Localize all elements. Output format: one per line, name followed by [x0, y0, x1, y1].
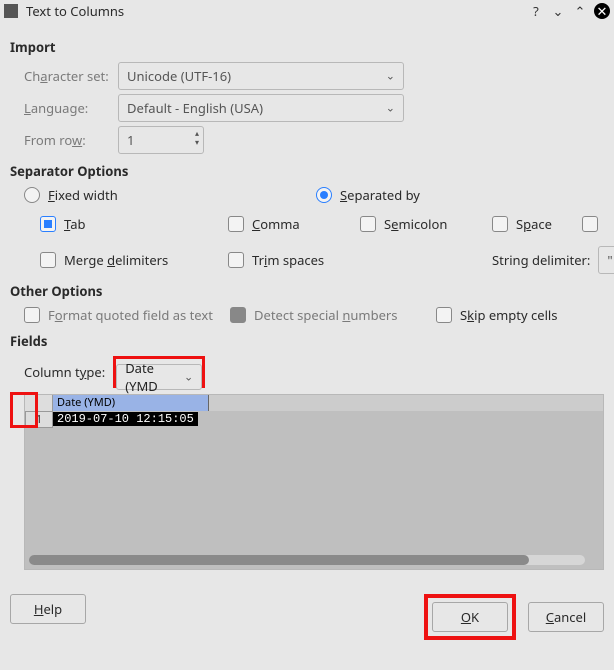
check-merge[interactable]	[40, 252, 56, 268]
fixed-width-option[interactable]: Fixed width	[24, 186, 316, 204]
radio-separated[interactable]	[316, 187, 332, 203]
detect-numbers-option[interactable]: Detect special numbers	[230, 306, 420, 324]
hscroll-thumb[interactable]	[29, 555, 529, 565]
preview-cell: 2019-07-10 12:15:05	[53, 412, 198, 426]
fromrow-value: 1	[127, 131, 134, 149]
charset-label: Character set:	[24, 67, 118, 85]
highlight-ok: OK	[424, 594, 516, 640]
hscrollbar[interactable]	[29, 555, 585, 565]
fromrow-label: From row:	[24, 131, 118, 149]
radio-fixed[interactable]	[24, 187, 40, 203]
row-language: Language: Default - English (USA) ⌄	[10, 94, 604, 122]
section-import: Import	[10, 38, 604, 56]
check-other[interactable]	[582, 216, 598, 232]
check-comma[interactable]	[228, 216, 244, 232]
window-title: Text to Columns	[26, 2, 522, 20]
comma-option[interactable]: Comma	[228, 215, 360, 233]
vscrollbar[interactable]	[591, 399, 601, 549]
spin-arrows[interactable]: ▴▾	[195, 129, 199, 147]
coltype-combo[interactable]: Date (YMD ⌄	[116, 364, 202, 390]
preview-header: Date (YMD)	[25, 395, 603, 411]
help-button[interactable]: Help	[10, 594, 86, 624]
language-label: Language:	[24, 99, 118, 117]
fromrow-spin[interactable]: 1 ▴▾	[118, 126, 204, 154]
semicolon-option[interactable]: Semicolon	[360, 215, 492, 233]
check-format[interactable]	[24, 307, 40, 323]
strdelim-label: String delimiter:	[492, 251, 590, 269]
chevron-down-icon: ⌄	[386, 101, 395, 116]
preview-table[interactable]: Date (YMD) 1 2019-07-10 12:15:05	[24, 394, 604, 570]
merge-option[interactable]: Merge delimiters	[40, 251, 228, 269]
section-fields: Fields	[10, 332, 604, 350]
dialog-body: Import Character set: Unicode (UTF-16) ⌄…	[0, 22, 614, 650]
space-option[interactable]: Space	[492, 215, 582, 233]
coltype-value: Date (YMD	[125, 359, 177, 395]
tab-option[interactable]: Tab	[40, 215, 228, 233]
cancel-button[interactable]: Cancel	[528, 602, 604, 632]
chevron-up-icon[interactable]: ⌃	[572, 3, 588, 19]
coltype-label: Column type:	[24, 363, 105, 381]
chevron-down-icon: ⌄	[386, 69, 395, 84]
row-charset: Character set: Unicode (UTF-16) ⌄	[10, 62, 604, 90]
section-separator: Separator Options	[10, 162, 604, 180]
check-tab[interactable]	[40, 216, 56, 232]
check-trim[interactable]	[228, 252, 244, 268]
preview-wrap: Date (YMD) 1 2019-07-10 12:15:05	[10, 394, 604, 570]
check-detect[interactable]	[230, 307, 246, 323]
preview-row-1[interactable]: 1 2019-07-10 12:15:05	[25, 411, 603, 427]
charset-combo[interactable]: Unicode (UTF-16) ⌄	[118, 62, 404, 90]
skip-empty-option[interactable]: Skip empty cells	[436, 306, 558, 324]
trim-option[interactable]: Trim spaces	[228, 251, 492, 269]
row-fromrow: From row: 1 ▴▾	[10, 126, 604, 154]
preview-col-type[interactable]: Date (YMD)	[53, 395, 209, 411]
chevron-down-icon[interactable]: ⌄	[550, 3, 566, 19]
row-coltype: Column type: Date (YMD ⌄	[10, 356, 604, 388]
check-semicolon[interactable]	[360, 216, 376, 232]
row-sep-mode: Fixed width Separated by	[10, 186, 604, 204]
check-space[interactable]	[492, 216, 508, 232]
section-other: Other Options	[10, 282, 604, 300]
help-hint-icon[interactable]: ?	[528, 3, 544, 19]
language-value: Default - English (USA)	[127, 99, 263, 117]
button-row: Help OK Cancel	[10, 594, 604, 640]
charset-value: Unicode (UTF-16)	[127, 67, 231, 85]
highlight-coltype: Date (YMD ⌄	[113, 356, 205, 388]
sep-grid: Tab Comma Semicolon Space Other Merge de…	[10, 212, 604, 274]
row-other-options: Format quoted field as text Detect speci…	[10, 306, 604, 324]
separated-by-option[interactable]: Separated by	[316, 186, 420, 204]
chevron-down-icon: ⌄	[184, 370, 193, 385]
strdelim-value: "	[607, 251, 612, 269]
strdelim-combo[interactable]: " ⌄	[598, 246, 614, 274]
check-skip[interactable]	[436, 307, 452, 323]
ok-button[interactable]: OK	[432, 602, 508, 632]
language-combo[interactable]: Default - English (USA) ⌄	[118, 94, 404, 122]
app-icon	[4, 4, 18, 18]
preview-corner	[25, 395, 53, 411]
strdelim-row: String delimiter: " ⌄	[492, 246, 614, 274]
titlebar: Text to Columns ? ⌄ ⌃ ✕	[0, 0, 614, 22]
other-option[interactable]: Other	[582, 212, 614, 236]
format-quoted-option[interactable]: Format quoted field as text	[24, 306, 214, 324]
close-icon[interactable]: ✕	[594, 3, 610, 19]
preview-rownum: 1	[25, 411, 53, 428]
